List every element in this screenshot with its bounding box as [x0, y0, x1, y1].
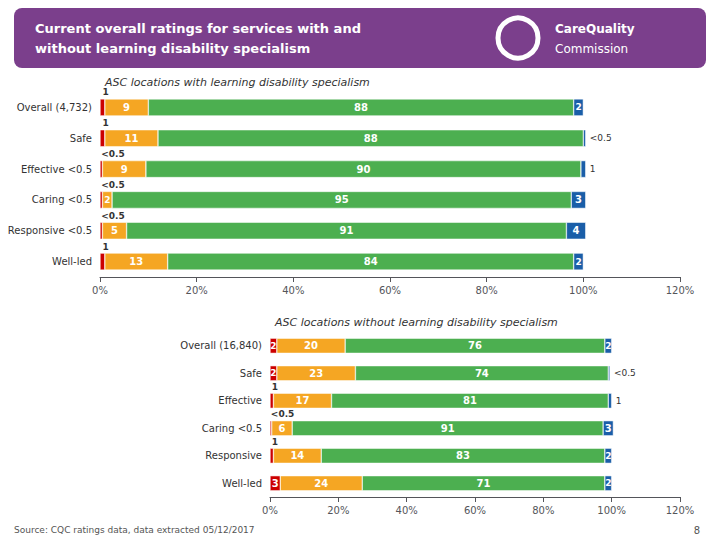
- svg-text:5: 5: [111, 225, 118, 236]
- svg-text:2: 2: [575, 102, 581, 112]
- svg-text:Caring <0.5: Caring <0.5: [32, 194, 92, 205]
- svg-text:Overall (16,840): Overall (16,840): [180, 340, 262, 351]
- svg-text:17: 17: [295, 395, 309, 406]
- svg-text:<0.5: <0.5: [590, 133, 612, 143]
- svg-text:0%: 0%: [262, 505, 278, 516]
- svg-text:ASC locations without learning: ASC locations without learning disabilit…: [274, 316, 558, 329]
- svg-text:91: 91: [340, 225, 354, 236]
- svg-text:Responsive: Responsive: [205, 450, 262, 461]
- svg-text:Source: CQC ratings data, data: Source: CQC ratings data, data extracted…: [14, 525, 255, 535]
- svg-text:Well-led: Well-led: [52, 256, 92, 267]
- svg-text:90: 90: [356, 164, 370, 175]
- svg-text:88: 88: [354, 102, 368, 113]
- svg-text:76: 76: [468, 340, 482, 351]
- svg-text:40%: 40%: [282, 285, 304, 296]
- svg-text:<0.5: <0.5: [614, 368, 636, 378]
- svg-text:60%: 60%: [464, 505, 486, 516]
- svg-text:6: 6: [278, 423, 285, 434]
- svg-text:1: 1: [102, 87, 109, 98]
- svg-text:60%: 60%: [379, 285, 401, 296]
- svg-text:24: 24: [314, 478, 328, 489]
- svg-text:40%: 40%: [396, 505, 418, 516]
- svg-text:80%: 80%: [476, 285, 498, 296]
- svg-text:4: 4: [573, 225, 580, 236]
- svg-text:20: 20: [304, 340, 318, 351]
- svg-text:Effective <0.5: Effective <0.5: [21, 164, 92, 175]
- svg-text:2: 2: [270, 341, 276, 351]
- svg-text:1: 1: [102, 118, 108, 128]
- svg-text:88: 88: [364, 133, 378, 144]
- svg-text:CareQuality: CareQuality: [555, 22, 635, 36]
- svg-text:1: 1: [102, 242, 108, 252]
- svg-text:Effective: Effective: [218, 395, 262, 406]
- svg-text:120%: 120%: [666, 505, 695, 516]
- svg-text:23: 23: [309, 368, 323, 379]
- svg-text:3: 3: [272, 478, 279, 489]
- svg-text:Well-led: Well-led: [222, 478, 262, 489]
- svg-text:0%: 0%: [92, 285, 108, 296]
- svg-text:84: 84: [364, 256, 378, 267]
- svg-text:91: 91: [441, 423, 455, 434]
- svg-text:83: 83: [456, 450, 470, 461]
- svg-text:<0.5: <0.5: [271, 409, 294, 419]
- svg-text:95: 95: [335, 194, 349, 205]
- svg-text:1: 1: [272, 382, 278, 392]
- svg-text:Current overall ratings for se: Current overall ratings for services wit…: [35, 21, 361, 36]
- svg-text:ASC locations with learning di: ASC locations with learning disability s…: [104, 76, 370, 89]
- svg-text:1: 1: [590, 164, 596, 174]
- svg-text:20%: 20%: [186, 285, 208, 296]
- svg-text:Safe: Safe: [70, 133, 92, 144]
- svg-text:14: 14: [290, 450, 304, 461]
- svg-text:Commission: Commission: [555, 42, 628, 56]
- svg-text:3: 3: [575, 194, 582, 205]
- svg-text:74: 74: [475, 368, 489, 379]
- svg-text:9: 9: [123, 102, 130, 113]
- svg-text:120%: 120%: [666, 285, 695, 296]
- svg-text:2: 2: [605, 478, 611, 488]
- svg-text:<0.5: <0.5: [101, 211, 124, 221]
- svg-text:2: 2: [575, 257, 581, 267]
- svg-text:9: 9: [121, 164, 128, 175]
- svg-text:without learning disability sp: without learning disability specialism: [35, 41, 310, 56]
- svg-text:Caring <0.5: Caring <0.5: [202, 423, 262, 434]
- svg-text:<0.5: <0.5: [101, 149, 124, 159]
- svg-text:Safe: Safe: [240, 368, 262, 379]
- svg-text:71: 71: [477, 478, 491, 489]
- svg-text:100%: 100%: [569, 285, 598, 296]
- svg-text:11: 11: [124, 133, 138, 144]
- svg-text:2: 2: [605, 451, 611, 461]
- svg-text:81: 81: [463, 395, 477, 406]
- svg-text:Responsive <0.5: Responsive <0.5: [8, 225, 92, 236]
- svg-text:1: 1: [272, 437, 278, 447]
- svg-text:3: 3: [605, 423, 612, 434]
- svg-text:13: 13: [129, 256, 143, 267]
- svg-text:Overall (4,732): Overall (4,732): [17, 102, 92, 113]
- svg-text:2: 2: [104, 195, 110, 205]
- svg-text:2: 2: [605, 341, 611, 351]
- svg-text:1: 1: [616, 396, 622, 406]
- svg-text:80%: 80%: [532, 505, 554, 516]
- svg-text:20%: 20%: [327, 505, 349, 516]
- svg-text:<0.5: <0.5: [101, 180, 124, 190]
- svg-text:100%: 100%: [597, 505, 626, 516]
- svg-text:8: 8: [694, 525, 700, 536]
- svg-text:2: 2: [270, 368, 276, 378]
